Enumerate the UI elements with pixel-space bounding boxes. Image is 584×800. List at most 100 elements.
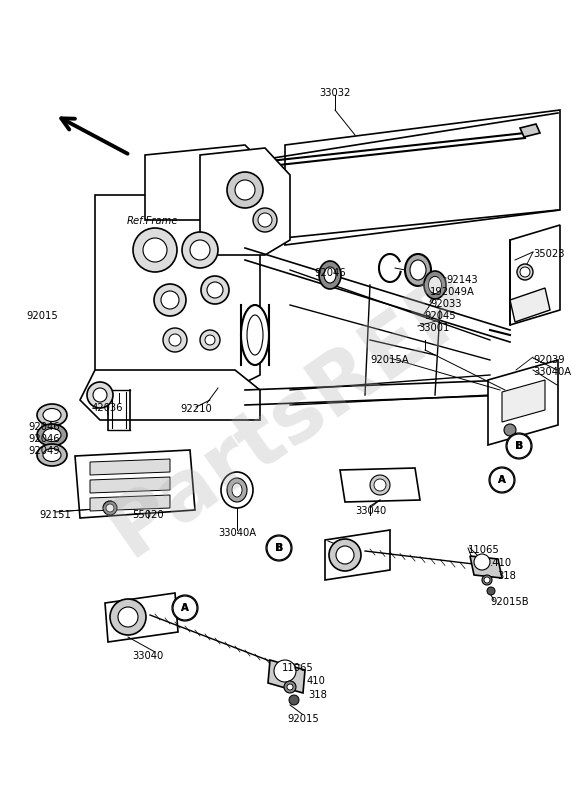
Text: 55020: 55020 [132, 510, 164, 520]
Circle shape [207, 282, 223, 298]
Circle shape [235, 180, 255, 200]
Circle shape [133, 228, 177, 272]
Text: 33001: 33001 [418, 323, 449, 333]
Text: 318: 318 [497, 571, 516, 581]
Circle shape [106, 504, 114, 512]
Ellipse shape [410, 260, 426, 280]
Polygon shape [470, 556, 502, 578]
Ellipse shape [43, 409, 61, 422]
Circle shape [205, 335, 215, 345]
Text: 33040A: 33040A [218, 528, 256, 538]
Ellipse shape [405, 254, 431, 286]
Ellipse shape [241, 305, 269, 365]
Polygon shape [90, 495, 170, 511]
Text: 92210: 92210 [180, 404, 212, 414]
Circle shape [520, 267, 530, 277]
Text: PartsREP: PartsREP [93, 260, 491, 572]
Circle shape [504, 424, 516, 436]
Circle shape [370, 475, 390, 495]
Polygon shape [510, 288, 550, 322]
Polygon shape [520, 124, 540, 137]
Text: 92015B: 92015B [490, 597, 529, 607]
Text: 92049: 92049 [28, 446, 60, 456]
Circle shape [482, 575, 492, 585]
Text: 35023: 35023 [533, 249, 565, 259]
Polygon shape [105, 593, 178, 642]
Text: 92045: 92045 [424, 311, 456, 321]
Circle shape [336, 546, 354, 564]
Circle shape [227, 172, 263, 208]
Ellipse shape [319, 261, 341, 289]
Text: 92046: 92046 [28, 422, 60, 432]
Ellipse shape [424, 271, 446, 299]
Polygon shape [145, 145, 265, 220]
Polygon shape [90, 477, 170, 493]
Circle shape [474, 554, 490, 570]
Circle shape [490, 468, 514, 492]
Circle shape [154, 284, 186, 316]
Polygon shape [340, 468, 420, 502]
Ellipse shape [429, 277, 442, 294]
Text: B: B [515, 441, 523, 451]
Text: 11065: 11065 [282, 663, 314, 673]
Text: 92015: 92015 [26, 311, 58, 321]
Circle shape [190, 240, 210, 260]
Text: 33040: 33040 [356, 506, 387, 516]
Ellipse shape [43, 429, 61, 442]
Text: A: A [181, 603, 189, 613]
Polygon shape [510, 225, 560, 325]
Circle shape [200, 330, 220, 350]
Circle shape [169, 334, 181, 346]
Circle shape [163, 328, 187, 352]
Text: 92143: 92143 [446, 275, 478, 285]
Circle shape [287, 684, 293, 690]
Text: Ref.Frame: Ref.Frame [126, 216, 178, 226]
Polygon shape [80, 370, 260, 420]
Circle shape [517, 264, 533, 280]
Circle shape [253, 208, 277, 232]
Circle shape [267, 536, 291, 560]
Circle shape [93, 388, 107, 402]
Text: 192049A: 192049A [430, 287, 475, 297]
Ellipse shape [232, 483, 242, 497]
Polygon shape [325, 530, 390, 580]
Circle shape [489, 467, 515, 493]
Circle shape [118, 607, 138, 627]
Circle shape [329, 539, 361, 571]
Circle shape [87, 382, 113, 408]
Ellipse shape [324, 267, 336, 283]
Circle shape [110, 599, 146, 635]
Circle shape [182, 232, 218, 268]
Ellipse shape [37, 404, 67, 426]
Ellipse shape [37, 444, 67, 466]
Text: B: B [275, 543, 283, 553]
Ellipse shape [221, 472, 253, 508]
Circle shape [266, 535, 292, 561]
Circle shape [143, 238, 167, 262]
Text: 11065: 11065 [468, 545, 500, 555]
Circle shape [484, 577, 490, 583]
Polygon shape [95, 195, 260, 390]
Polygon shape [268, 660, 305, 693]
Text: B: B [515, 441, 523, 451]
Text: 410: 410 [307, 676, 325, 686]
Text: B: B [275, 543, 283, 553]
Polygon shape [488, 360, 558, 445]
Circle shape [258, 213, 272, 227]
Text: 318: 318 [308, 690, 328, 700]
Text: 33040A: 33040A [533, 367, 571, 377]
Circle shape [103, 501, 117, 515]
Polygon shape [502, 380, 545, 422]
Text: 33032: 33032 [319, 88, 350, 98]
Polygon shape [90, 459, 170, 475]
Ellipse shape [247, 315, 263, 355]
Polygon shape [285, 110, 560, 245]
Text: A: A [498, 475, 506, 485]
Text: 92151: 92151 [39, 510, 71, 520]
Circle shape [201, 276, 229, 304]
Text: 92039: 92039 [533, 355, 565, 365]
Circle shape [284, 681, 296, 693]
Text: 92046: 92046 [314, 268, 346, 278]
Circle shape [374, 479, 386, 491]
Text: A: A [181, 603, 189, 613]
